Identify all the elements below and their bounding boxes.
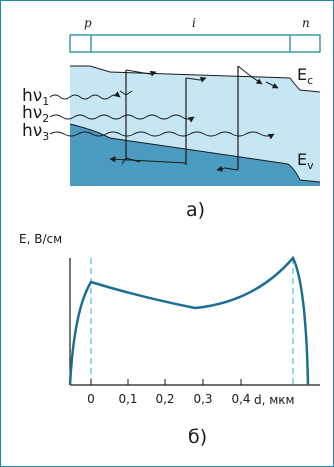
x-tick-label-3: 0,3 (193, 392, 212, 406)
photon-label-2: hν2 (22, 103, 49, 125)
hole-path-3 (216, 165, 239, 172)
caption-b: б) (188, 426, 207, 448)
field-curve (68, 255, 310, 386)
electron-path-2 (185, 76, 207, 83)
band-diagram: p i n hν1 hν2 hν3 Ec Ev а) (22, 16, 321, 221)
region-label-i: i (192, 16, 196, 30)
x-tick-label-1: 0,1 (118, 392, 137, 406)
photon-label-1: hν1 (22, 86, 49, 108)
photon-label-3: hν3 (22, 121, 49, 143)
transition-arrow-1 (119, 90, 133, 96)
photon-wave-2 (49, 114, 195, 123)
electron-path-3 (237, 65, 263, 85)
valence-region (70, 124, 320, 186)
valence-band-edge (69, 123, 321, 183)
field-profile-plot: 0 0,1 0,2 0,3 0,4 E, В/см d, мкм б) (19, 232, 320, 448)
caption-a: а) (186, 199, 205, 221)
ev-label: Ev (297, 150, 314, 172)
region-label-n: n (302, 16, 310, 30)
x-tick-label-2: 0,2 (155, 392, 174, 406)
electron-drift-arrow (265, 81, 279, 89)
x-tick-label-4: 0,4 (231, 392, 250, 406)
region-label-p: p (84, 16, 92, 30)
y-axis-label: E, В/см (19, 232, 62, 246)
photon-wave-1 (49, 91, 121, 100)
hole-path-2 (109, 156, 187, 164)
conduction-band-edge (70, 65, 321, 93)
photon-wave-3 (49, 131, 275, 140)
gap-region (70, 66, 320, 182)
x-axis-label: d, мкм (254, 393, 295, 407)
x-tick-label-0: 0 (87, 392, 95, 406)
electron-path-1 (125, 69, 157, 77)
ec-label: Ec (297, 65, 313, 87)
region-strip (69, 34, 321, 53)
